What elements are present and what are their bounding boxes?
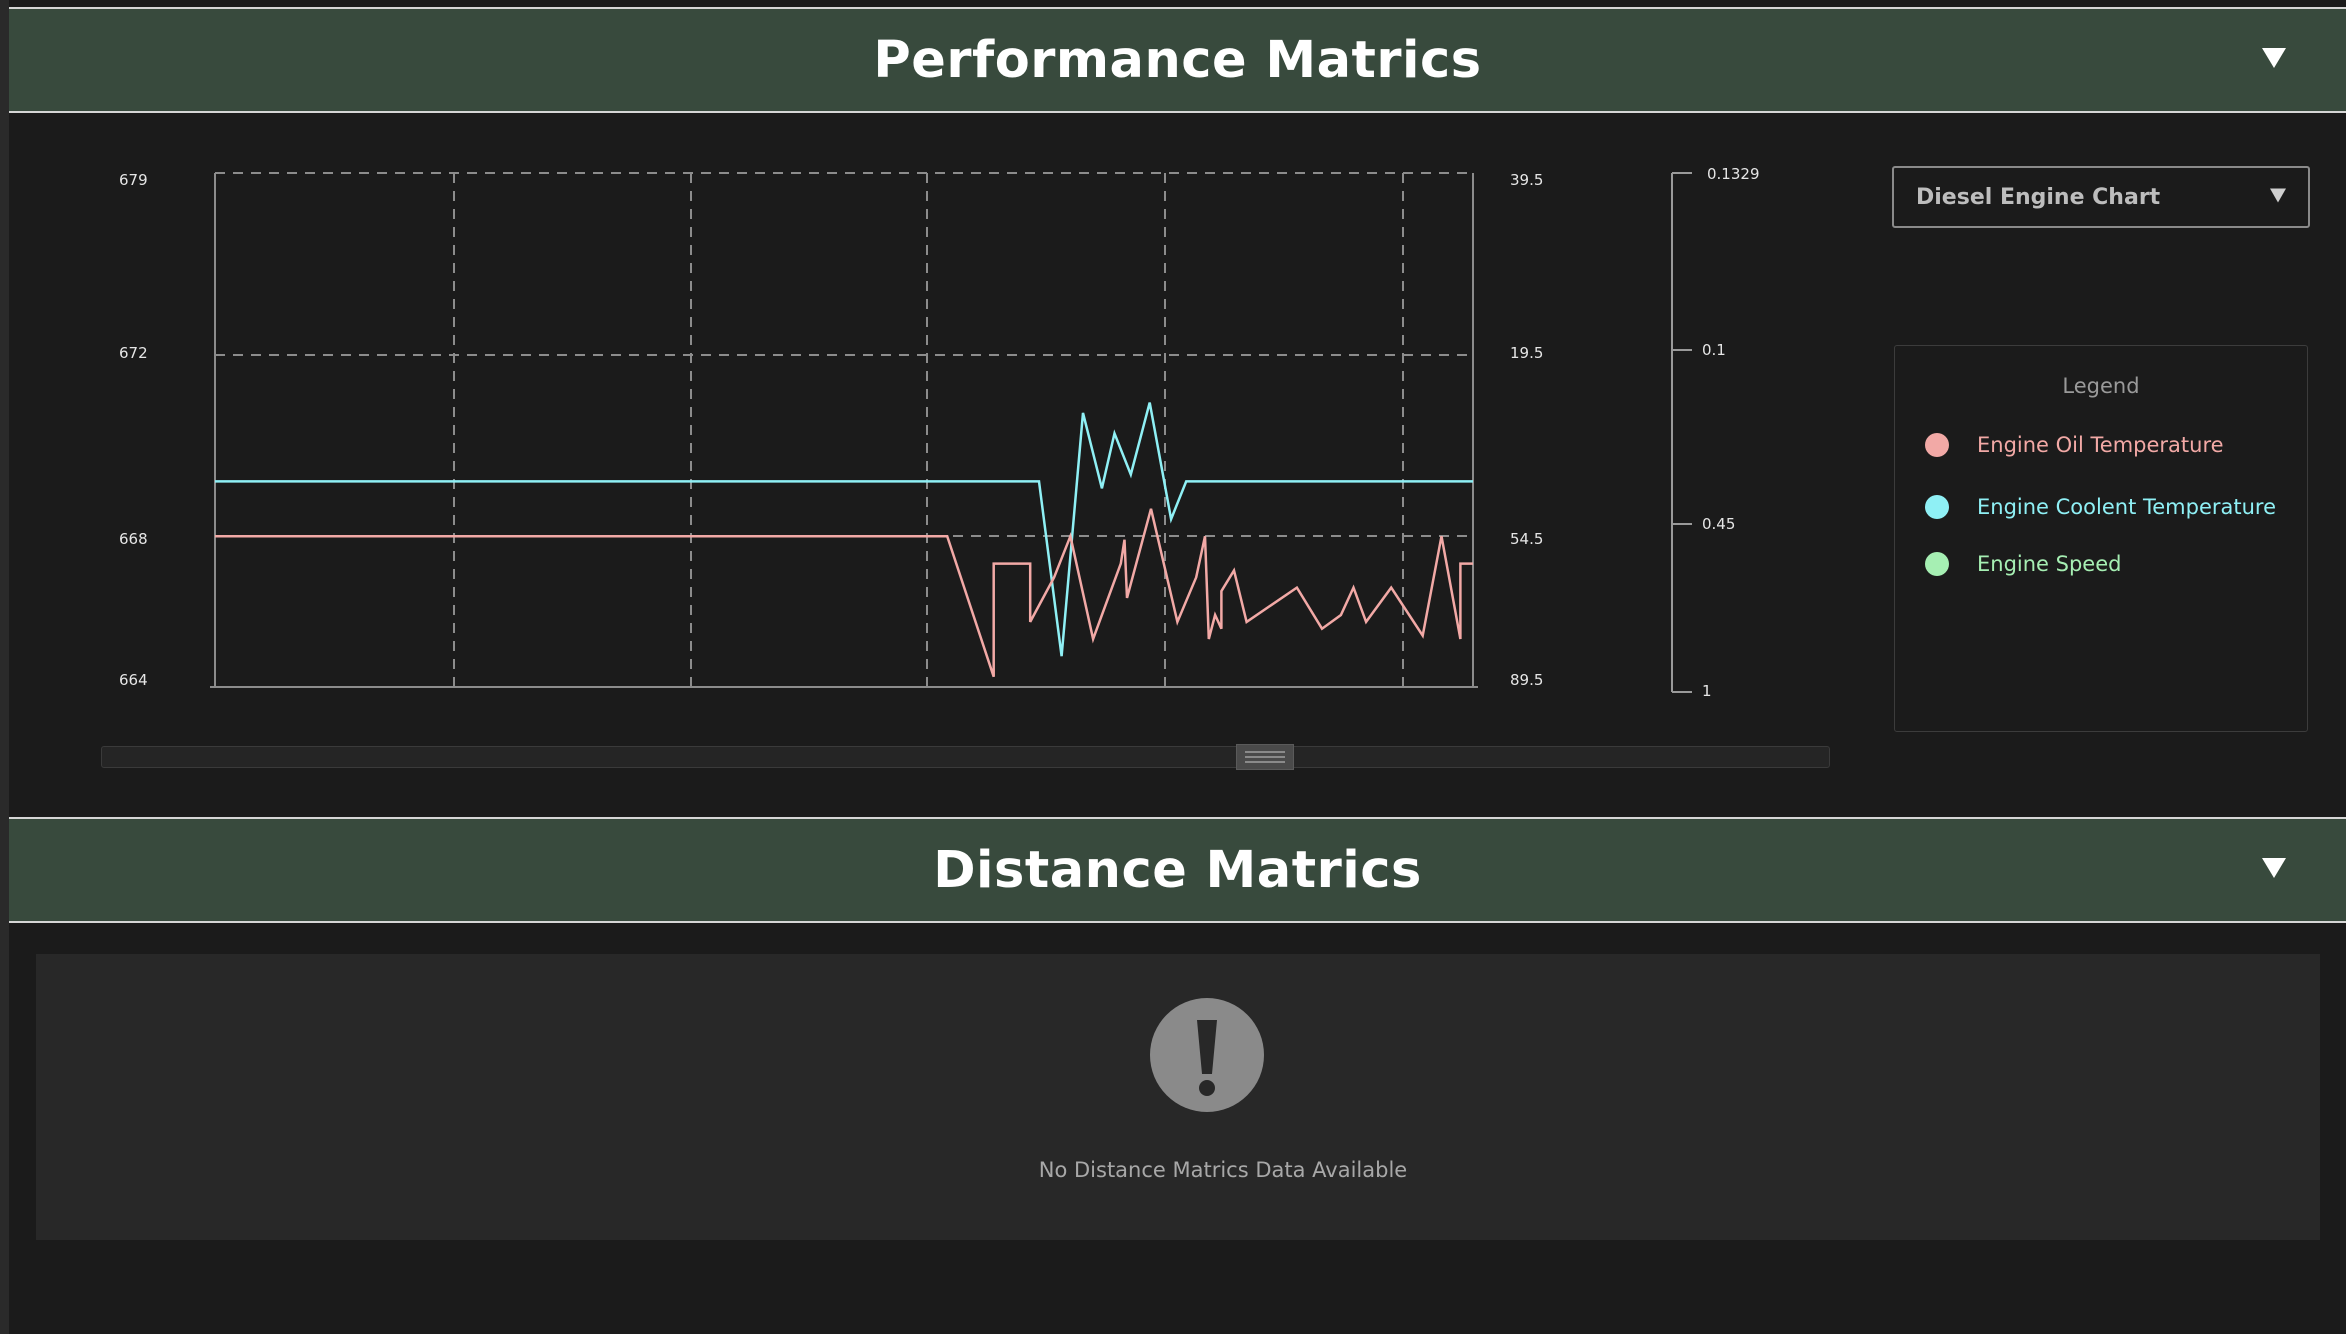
chart-axes bbox=[210, 172, 1692, 693]
legend-item-engine-speed[interactable]: Engine Speed bbox=[1925, 552, 2121, 576]
secondary-axis-tick-label: 0.1 bbox=[1702, 341, 1726, 359]
scroll-grip-line bbox=[1245, 751, 1285, 753]
legend-title: Legend bbox=[2062, 374, 2140, 398]
chart-tick-labels: 679 672 668 664 39.5 19.5 54.5 89.5 0.1329 0.1 0.4… bbox=[119, 165, 1760, 700]
chart-scrollbar-thumb[interactable] bbox=[1236, 744, 1294, 770]
chart-grid bbox=[215, 172, 1473, 687]
chart-type-select[interactable]: Diesel Engine Chart bbox=[1892, 166, 2310, 228]
legend-dot-icon bbox=[1925, 433, 1949, 457]
chart-scrollbar-track[interactable] bbox=[101, 746, 1830, 768]
distance-empty-message: No Distance Matrics Data Available bbox=[1038, 1158, 1408, 1182]
secondary-axis-tick-label: 1 bbox=[1702, 682, 1712, 700]
scroll-grip-line bbox=[1245, 761, 1285, 763]
legend-item-label: Engine Speed bbox=[1977, 552, 2122, 576]
secondary-axis-tick-label: 0.1329 bbox=[1707, 165, 1760, 183]
distance-empty-message-row: No Distance Matrics Data Available bbox=[0, 1158, 2346, 1182]
caret-down-icon bbox=[2270, 188, 2286, 207]
legend-item-label: Engine Oil Temperature bbox=[1977, 433, 2224, 457]
secondary-axis-tick-label: 0.45 bbox=[1702, 515, 1735, 533]
legend-item-label: Engine Coolent Temperature bbox=[1977, 495, 2277, 519]
left-axis-tick-label: 664 bbox=[119, 671, 148, 689]
left-axis-tick-label: 679 bbox=[119, 171, 148, 189]
right-axis-tick-label: 39.5 bbox=[1510, 171, 1543, 189]
distance-section-header[interactable]: Distance Matrics bbox=[9, 817, 2346, 923]
distance-section-title: Distance Matrics bbox=[933, 840, 1422, 900]
series-line-engine-coolent-temperature bbox=[215, 402, 1473, 657]
scroll-grip-line bbox=[1245, 756, 1285, 758]
right-axis-tick-label: 19.5 bbox=[1510, 344, 1543, 362]
legend-item-engine-coolent-temperature[interactable]: Engine Coolent Temperature bbox=[1925, 495, 2276, 519]
chart-legend: Legend Engine Oil Temperature Engine Coo… bbox=[1894, 345, 2308, 732]
caret-down-icon[interactable] bbox=[2262, 48, 2286, 72]
legend-dot-icon bbox=[1925, 552, 1949, 576]
right-axis-tick-label: 89.5 bbox=[1510, 671, 1543, 689]
performance-section-title: Performance Matrics bbox=[873, 30, 1482, 90]
chart-type-select-value: Diesel Engine Chart bbox=[1916, 184, 2161, 210]
left-axis-tick-label: 672 bbox=[119, 344, 148, 362]
performance-chart: 679 672 668 664 39.5 19.5 54.5 89.5 0.1329 0.1 0.4… bbox=[119, 165, 1760, 700]
right-axis-tick-label: 54.5 bbox=[1510, 530, 1543, 548]
left-axis-tick-label: 668 bbox=[119, 530, 148, 548]
legend-dot-icon bbox=[1925, 495, 1949, 519]
legend-item-engine-oil-temperature[interactable]: Engine Oil Temperature bbox=[1925, 433, 2224, 457]
caret-down-icon[interactable] bbox=[2262, 858, 2286, 882]
chart-series bbox=[215, 402, 1473, 678]
series-line-engine-oil-temperature bbox=[215, 508, 1473, 678]
performance-section-header[interactable]: Performance Matrics bbox=[9, 7, 2346, 113]
left-rail bbox=[0, 0, 9, 1334]
exclamation-circle-icon bbox=[1150, 998, 1264, 1116]
